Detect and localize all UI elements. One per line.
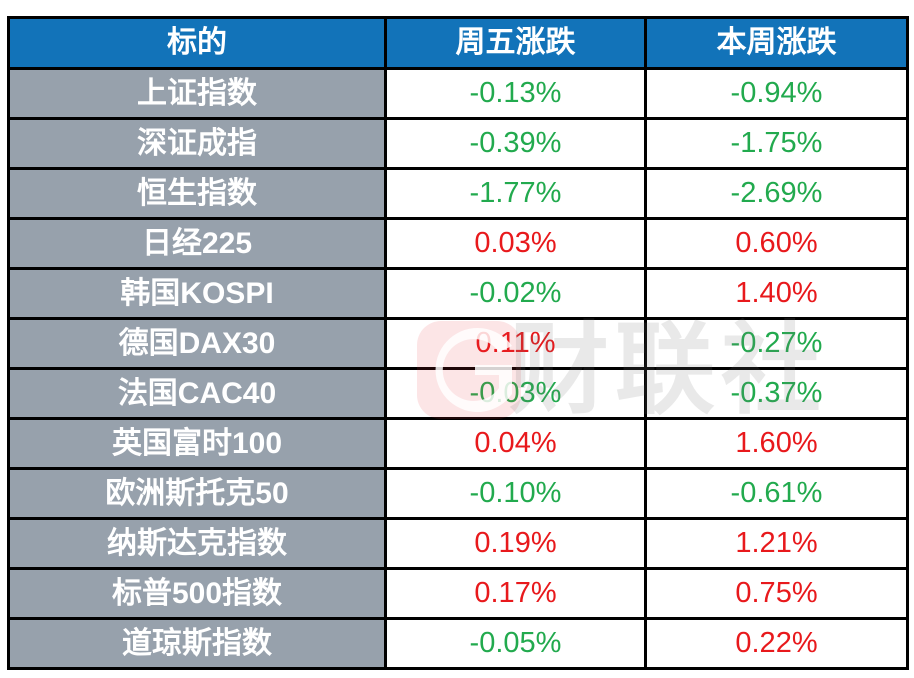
table-row: 标普500指数 0.17% 0.75% [7,567,909,620]
friday-change-cell: -0.39% [384,117,647,170]
index-name-cell: 恒生指数 [7,167,387,220]
table-row: 道琼斯指数 -0.05% 0.22% [7,617,909,670]
header-cell-friday-change: 周五涨跌 [384,16,647,70]
table-row: 恒生指数 -1.77% -2.69% [7,167,909,220]
table-row: 日经225 0.03% 0.60% [7,217,909,270]
friday-change-cell: 0.17% [384,567,647,620]
friday-change-cell: -0.05% [384,617,647,670]
table-row: 法国CAC40 -0.03% -0.37% [7,367,909,420]
index-name-cell: 日经225 [7,217,387,270]
header-cell-week-change: 本周涨跌 [644,16,909,70]
table-row: 欧洲斯托克50 -0.10% -0.61% [7,467,909,520]
week-change-cell: -0.61% [644,467,909,520]
index-name-cell: 上证指数 [7,67,387,120]
friday-change-cell: -0.13% [384,67,647,120]
index-name-cell: 标普500指数 [7,567,387,620]
friday-change-cell: -0.10% [384,467,647,520]
index-name-cell: 法国CAC40 [7,367,387,420]
friday-change-cell: 0.19% [384,517,647,570]
week-change-cell: -0.27% [644,317,909,370]
friday-change-cell: 0.04% [384,417,647,470]
week-change-cell: 1.60% [644,417,909,470]
table-row: 纳斯达克指数 0.19% 1.21% [7,517,909,570]
week-change-cell: 1.40% [644,267,909,320]
friday-change-cell: -1.77% [384,167,647,220]
index-name-cell: 深证成指 [7,117,387,170]
table-body: 上证指数 -0.13% -0.94% 深证成指 -0.39% -1.75% 恒生指数 -1.7… [7,67,909,670]
week-change-cell: -1.75% [644,117,909,170]
week-change-cell: 1.21% [644,517,909,570]
week-change-cell: -2.69% [644,167,909,220]
week-change-cell: -0.94% [644,67,909,120]
table-row: 德国DAX30 0.11% -0.27% [7,317,909,370]
table-header-row: 标的 周五涨跌 本周涨跌 [7,16,909,70]
week-change-cell: -0.37% [644,367,909,420]
index-name-cell: 道琼斯指数 [7,617,387,670]
header-cell-target: 标的 [7,16,387,70]
index-name-cell: 韩国KOSPI [7,267,387,320]
index-name-cell: 纳斯达克指数 [7,517,387,570]
table-row: 韩国KOSPI -0.02% 1.40% [7,267,909,320]
friday-change-cell: 0.03% [384,217,647,270]
table-row: 上证指数 -0.13% -0.94% [7,67,909,120]
week-change-cell: 0.60% [644,217,909,270]
friday-change-cell: -0.03% [384,367,647,420]
week-change-cell: 0.22% [644,617,909,670]
week-change-cell: 0.75% [644,567,909,620]
index-performance-table: 标的 周五涨跌 本周涨跌 上证指数 -0.13% -0.94% 深证成指 -0.39% -… [7,16,909,670]
index-name-cell: 英国富时100 [7,417,387,470]
index-name-cell: 德国DAX30 [7,317,387,370]
friday-change-cell: -0.02% [384,267,647,320]
index-name-cell: 欧洲斯托克50 [7,467,387,520]
friday-change-cell: 0.11% [384,317,647,370]
table-row: 英国富时100 0.04% 1.60% [7,417,909,470]
table-row: 深证成指 -0.39% -1.75% [7,117,909,170]
